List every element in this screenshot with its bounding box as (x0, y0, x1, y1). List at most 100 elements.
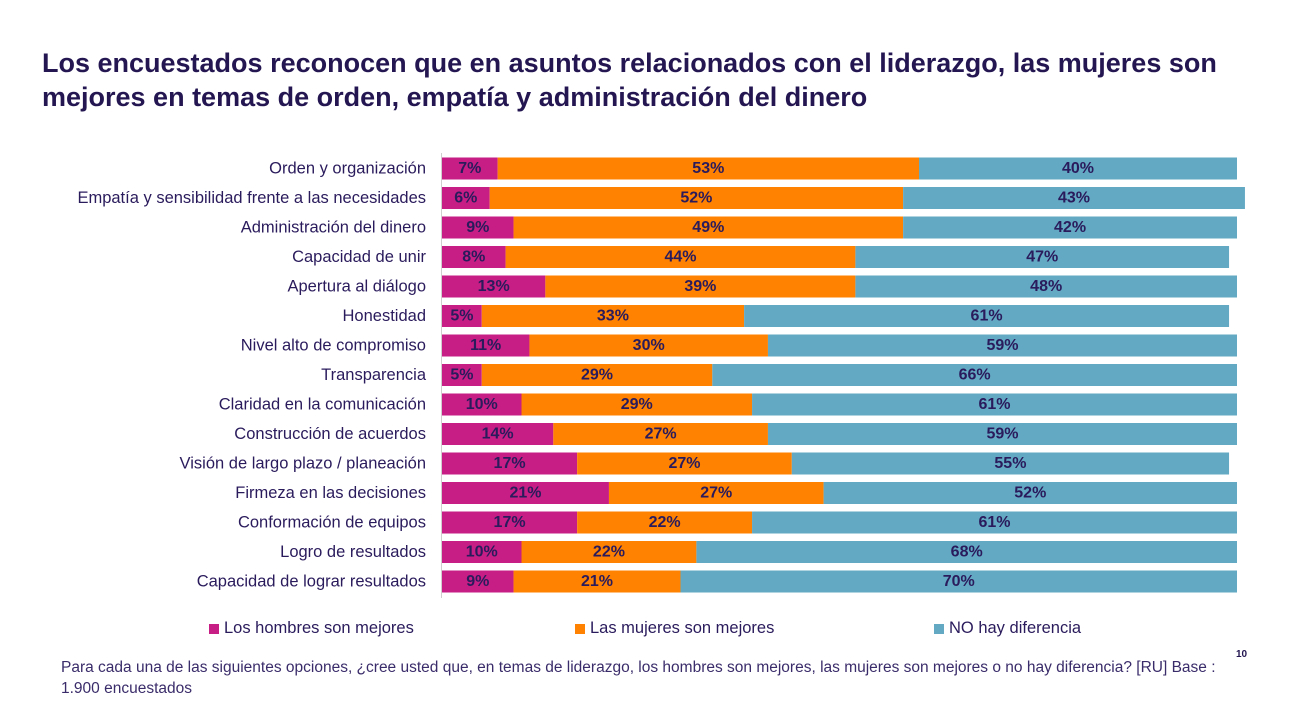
bar-no-difference-11 (791, 452, 1230, 475)
bar-no-difference-7 (767, 334, 1237, 357)
category-label-7: Nivel alto de compromiso (241, 337, 426, 355)
bar-no-difference-4 (855, 246, 1230, 268)
bar-men-6 (442, 305, 482, 327)
bar-men-14 (442, 541, 522, 563)
category-label-3: Administración del dinero (241, 219, 426, 237)
legend-item-no-difference: NO hay diferencia (934, 619, 1081, 638)
data-label-women-2: 52% (680, 190, 712, 207)
legend-swatch-men (209, 623, 219, 634)
bar-no-difference-3 (903, 216, 1237, 239)
data-label-no-difference-7: 59% (986, 337, 1018, 354)
bar-women-7 (529, 334, 768, 357)
category-label-13: Conformación de equipos (238, 514, 426, 532)
page-number: 10 (1236, 649, 1248, 660)
data-label-women-5: 39% (684, 278, 716, 295)
data-label-no-difference-13: 61% (979, 514, 1011, 531)
bar-no-difference-8 (712, 364, 1237, 386)
bar-no-difference-14 (696, 541, 1237, 563)
category-label-14: Logro de resultados (280, 543, 426, 561)
bar-women-8 (481, 364, 713, 386)
data-label-women-6: 33% (597, 308, 629, 325)
data-label-no-difference-1: 40% (1062, 160, 1094, 177)
data-label-no-difference-15: 70% (943, 573, 975, 590)
data-label-women-8: 29% (581, 367, 613, 384)
category-label-2: Empatía y sensibilidad frente a las nece… (77, 189, 426, 207)
data-label-women-7: 30% (633, 337, 665, 354)
bar-men-5 (442, 275, 546, 298)
legend-swatch-women (575, 623, 585, 634)
bar-men-11 (442, 452, 578, 475)
data-label-men-15: 9% (466, 573, 489, 590)
category-label-15: Capacidad de lograr resultados (197, 573, 426, 591)
data-label-women-10: 27% (645, 426, 677, 443)
legend: Los hombres son mejores Las mujeres son … (0, 619, 1293, 641)
legend-item-men: Los hombres son mejores (209, 619, 414, 638)
data-label-no-difference-5: 48% (1030, 278, 1062, 295)
data-label-men-3: 9% (466, 219, 489, 236)
legend-label-women: Las mujeres son mejores (590, 619, 775, 637)
bar-men-15 (442, 570, 514, 593)
data-labels: 7% 53% 40% 6% 52% 43% 9% 49% 42% 8% 44% 47% 13% 39% 48… (450, 160, 1094, 590)
data-label-men-9: 10% (466, 396, 498, 413)
data-label-women-11: 27% (668, 455, 700, 472)
legend-item-women: Las mujeres son mejores (575, 619, 774, 638)
bar-women-9 (521, 393, 753, 416)
bar-no-difference-13 (752, 511, 1237, 534)
data-label-no-difference-12: 52% (1014, 485, 1046, 502)
data-label-no-difference-6: 61% (971, 308, 1003, 325)
category-label-11: Visión de largo plazo / planeación (180, 455, 426, 473)
data-label-men-13: 17% (494, 514, 526, 531)
data-label-women-9: 29% (621, 396, 653, 413)
data-label-men-4: 8% (462, 249, 485, 266)
bar-men-10 (442, 423, 554, 445)
data-label-women-4: 44% (664, 249, 696, 266)
bar-women-12 (608, 482, 824, 504)
data-label-women-3: 49% (692, 219, 724, 236)
data-label-men-1: 7% (458, 160, 481, 177)
bar-no-difference-6 (744, 305, 1230, 327)
bar-men-7 (442, 334, 530, 357)
data-label-no-difference-11: 55% (994, 455, 1026, 472)
data-label-women-14: 22% (593, 544, 625, 561)
data-label-men-14: 10% (466, 544, 498, 561)
category-label-9: Claridad en la comunicación (219, 396, 426, 414)
bar-women-14 (521, 541, 697, 563)
slide-title: Los encuestados reconocen que en asuntos… (42, 48, 1217, 112)
data-label-no-difference-14: 68% (951, 544, 983, 561)
bar-men-13 (442, 511, 578, 534)
data-label-no-difference-4: 47% (1026, 249, 1058, 266)
category-label-5: Apertura al diálogo (287, 278, 426, 296)
bar-women-3 (513, 216, 904, 239)
data-label-women-1: 53% (692, 160, 724, 177)
bar-women-15 (513, 570, 681, 593)
bar-men-1 (442, 157, 498, 180)
category-label-10: Construcción de acuerdos (234, 425, 426, 443)
bar-women-6 (481, 305, 745, 327)
bar-men-8 (442, 364, 482, 386)
data-label-no-difference-9: 61% (979, 396, 1011, 413)
bar-women-5 (545, 275, 856, 298)
category-label-6: Honestidad (343, 307, 426, 325)
bar-no-difference-12 (823, 482, 1237, 504)
data-label-men-6: 5% (450, 308, 473, 325)
data-label-men-7: 11% (470, 337, 501, 354)
category-label-1: Orden y organización (269, 160, 426, 178)
bar-no-difference-10 (767, 423, 1237, 445)
data-label-women-12: 27% (700, 485, 732, 502)
bar-men-12 (442, 482, 609, 504)
legend-swatch-no-difference (934, 623, 944, 634)
bar-no-difference-1 (919, 157, 1237, 180)
bar-women-13 (577, 511, 753, 534)
legend-label-men: Los hombres son mejores (224, 619, 414, 637)
bar-no-difference-2 (903, 187, 1245, 209)
data-label-men-5: 13% (478, 278, 510, 295)
data-label-men-2: 6% (454, 190, 477, 207)
category-label-4: Capacidad de unir (292, 248, 426, 266)
category-label-8: Transparencia (321, 366, 427, 384)
bar-women-10 (553, 423, 768, 445)
bar-men-2 (442, 187, 490, 209)
stacked-bar-chart: Orden y organización Empatía y sensibilid… (77, 153, 1245, 598)
data-label-no-difference-3: 42% (1054, 219, 1086, 236)
data-label-no-difference-10: 59% (986, 426, 1018, 443)
data-label-women-13: 22% (649, 514, 681, 531)
